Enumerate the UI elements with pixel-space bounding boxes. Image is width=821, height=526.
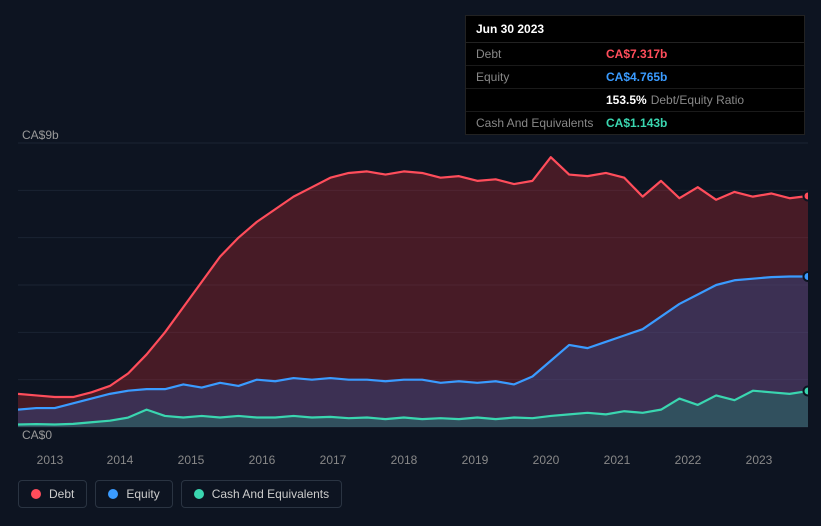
legend-label: Cash And Equivalents: [212, 487, 329, 501]
tooltip-row-value: CA$4.765b: [606, 70, 794, 84]
tooltip-row-suffix: Debt/Equity Ratio: [651, 93, 744, 107]
x-axis-tick: 2023: [746, 453, 773, 467]
tooltip-rows: DebtCA$7.317bEquityCA$4.765b153.5%Debt/E…: [466, 43, 804, 134]
series-end-marker-debt: [804, 192, 809, 201]
x-axis-tick: 2020: [533, 453, 560, 467]
tooltip-row: Cash And EquivalentsCA$1.143b: [466, 112, 804, 134]
tooltip-row: 153.5%Debt/Equity Ratio: [466, 89, 804, 112]
tooltip-row-value: CA$7.317b: [606, 47, 794, 61]
tooltip-row-value: CA$1.143b: [606, 116, 794, 130]
x-axis-tick: 2015: [178, 453, 205, 467]
legend-label: Equity: [126, 487, 159, 501]
legend-dot-icon: [31, 489, 41, 499]
tooltip-row-value: 153.5%Debt/Equity Ratio: [606, 93, 794, 107]
tooltip-date: Jun 30 2023: [466, 16, 804, 43]
series-end-marker-cash-and-equivalents: [804, 387, 809, 396]
x-axis-tick: 2018: [391, 453, 418, 467]
series-end-marker-equity: [804, 272, 809, 281]
legend-item-equity[interactable]: Equity: [95, 480, 172, 508]
legend-dot-icon: [108, 489, 118, 499]
tooltip-panel: Jun 30 2023 DebtCA$7.317bEquityCA$4.765b…: [465, 15, 805, 135]
tooltip-row-label: Debt: [476, 47, 606, 61]
legend-label: Debt: [49, 487, 74, 501]
line-area-chart: [18, 125, 808, 445]
legend: Debt Equity Cash And Equivalents: [18, 480, 342, 508]
legend-dot-icon: [194, 489, 204, 499]
tooltip-row: EquityCA$4.765b: [466, 66, 804, 89]
x-axis-tick: 2016: [249, 453, 276, 467]
x-axis-tick: 2013: [37, 453, 64, 467]
x-axis-tick: 2022: [675, 453, 702, 467]
x-axis-tick: 2021: [604, 453, 631, 467]
x-axis-tick: 2019: [462, 453, 489, 467]
legend-item-debt[interactable]: Debt: [18, 480, 87, 508]
tooltip-row-label: Cash And Equivalents: [476, 116, 606, 130]
tooltip-row: DebtCA$7.317b: [466, 43, 804, 66]
tooltip-row-label: Equity: [476, 70, 606, 84]
x-axis-tick: 2017: [320, 453, 347, 467]
x-axis-tick: 2014: [107, 453, 134, 467]
tooltip-row-label: [476, 93, 606, 107]
legend-item-cash-and-equivalents[interactable]: Cash And Equivalents: [181, 480, 342, 508]
chart-area: [18, 125, 808, 445]
